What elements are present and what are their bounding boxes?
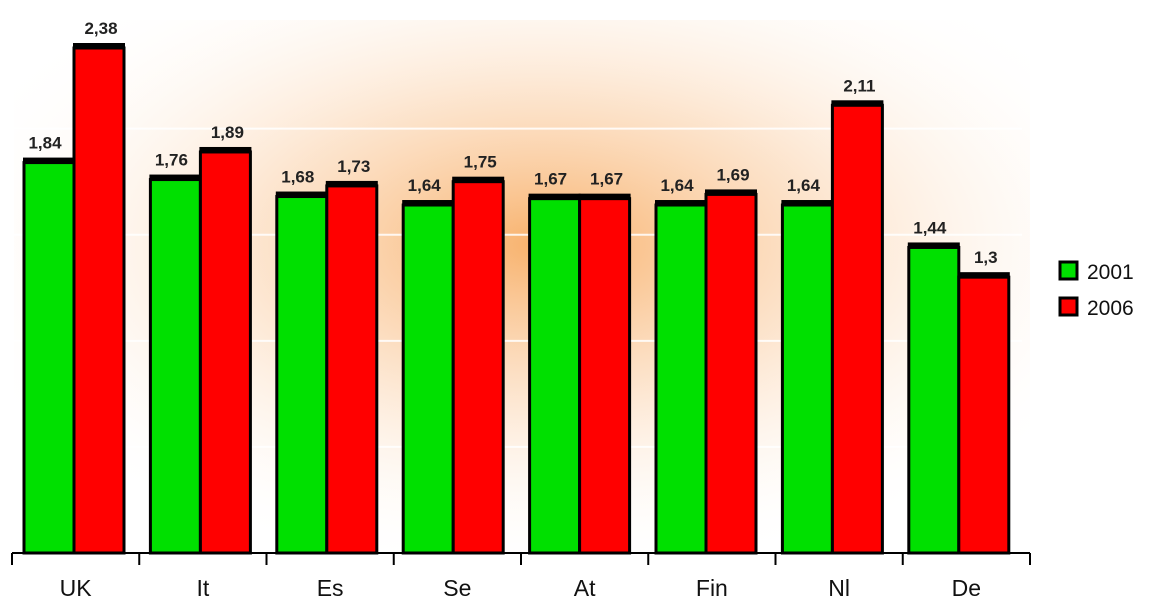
- bar-shadow: [957, 272, 1010, 278]
- bars: [22, 43, 1011, 555]
- bar-2006-se: [451, 180, 505, 555]
- bar-shadow: [452, 176, 505, 182]
- legend-swatch-2006: [1058, 296, 1079, 317]
- data-label-2006-se: 1,75: [464, 153, 497, 172]
- x-tick-label-es: Es: [317, 575, 344, 601]
- bar-shadow: [831, 100, 884, 106]
- bar-shadow: [199, 146, 252, 152]
- x-tick-label-se: Se: [443, 575, 471, 601]
- data-label-2001-nl: 1,64: [787, 176, 821, 195]
- bar-2001-fin: [654, 203, 708, 555]
- data-label-2001-it: 1,76: [155, 151, 188, 170]
- bar-shadow: [402, 200, 455, 206]
- bar-2006-es: [325, 184, 379, 555]
- x-axis: UK It Es Se At Fin Nl De: [11, 552, 1031, 601]
- bar-shadow: [73, 43, 125, 48]
- bar-shadow: [149, 174, 202, 180]
- bar-2001-es: [275, 195, 329, 555]
- bar-2006-fin: [704, 192, 758, 555]
- legend: 2001 2006: [1058, 260, 1134, 320]
- bar-shadow: [655, 200, 707, 206]
- x-tick-label-uk: UK: [60, 575, 93, 601]
- bar-shadow: [578, 193, 631, 199]
- bar-shadow: [325, 180, 378, 186]
- legend-swatch-2001: [1058, 260, 1079, 281]
- x-tick-label-nl: Nl: [828, 575, 850, 601]
- bar-2001-nl: [780, 203, 834, 555]
- bar-shadow: [528, 193, 581, 199]
- data-label-2001-de: 1,44: [913, 218, 947, 237]
- bar-shadow: [275, 191, 328, 197]
- bar-2001-it: [148, 178, 202, 555]
- bar-2001-se: [401, 203, 455, 555]
- bar-2006-nl: [830, 103, 884, 555]
- legend-label-2001: 2001: [1087, 261, 1134, 284]
- data-label-2006-fin: 1,69: [716, 165, 749, 184]
- data-label-2006-at: 1,67: [590, 170, 623, 189]
- value-labels: 1,84 2,38 1,76 1,89 1,68 1,73 1,64 1,75 1,67 1,67…: [28, 19, 997, 267]
- data-label-2006-nl: 2,11: [843, 76, 875, 95]
- data-label-2001-uk: 1,84: [28, 134, 62, 153]
- x-tick-label-it: It: [196, 575, 209, 601]
- data-label-2001-es: 1,68: [281, 168, 314, 187]
- bar-shadow: [705, 189, 757, 195]
- bar-2001-at: [528, 197, 582, 555]
- bar-2006-de: [957, 275, 1011, 555]
- bar-2006-at: [578, 197, 632, 555]
- bar-shadow: [23, 157, 75, 163]
- bar-2001-uk: [22, 161, 76, 555]
- bar-2006-uk: [72, 46, 126, 555]
- data-label-2006-uk: 2,38: [84, 19, 117, 38]
- data-label-2006-de: 1,3: [974, 248, 998, 267]
- bar-2006-it: [198, 150, 252, 555]
- bar-2001-de: [907, 245, 961, 555]
- bar-shadow: [781, 200, 834, 206]
- bar-shadow: [907, 242, 960, 248]
- data-label-2006-it: 1,89: [211, 123, 244, 142]
- data-label-2001-at: 1,67: [534, 170, 567, 189]
- data-label-2001-fin: 1,64: [660, 176, 694, 195]
- x-tick-label-de: De: [952, 575, 981, 601]
- x-tick-label-at: At: [574, 575, 596, 601]
- x-tick-label-fin: Fin: [696, 575, 728, 601]
- data-label-2001-se: 1,64: [408, 176, 442, 195]
- data-label-2006-es: 1,73: [337, 157, 370, 176]
- legend-label-2006: 2006: [1087, 297, 1134, 320]
